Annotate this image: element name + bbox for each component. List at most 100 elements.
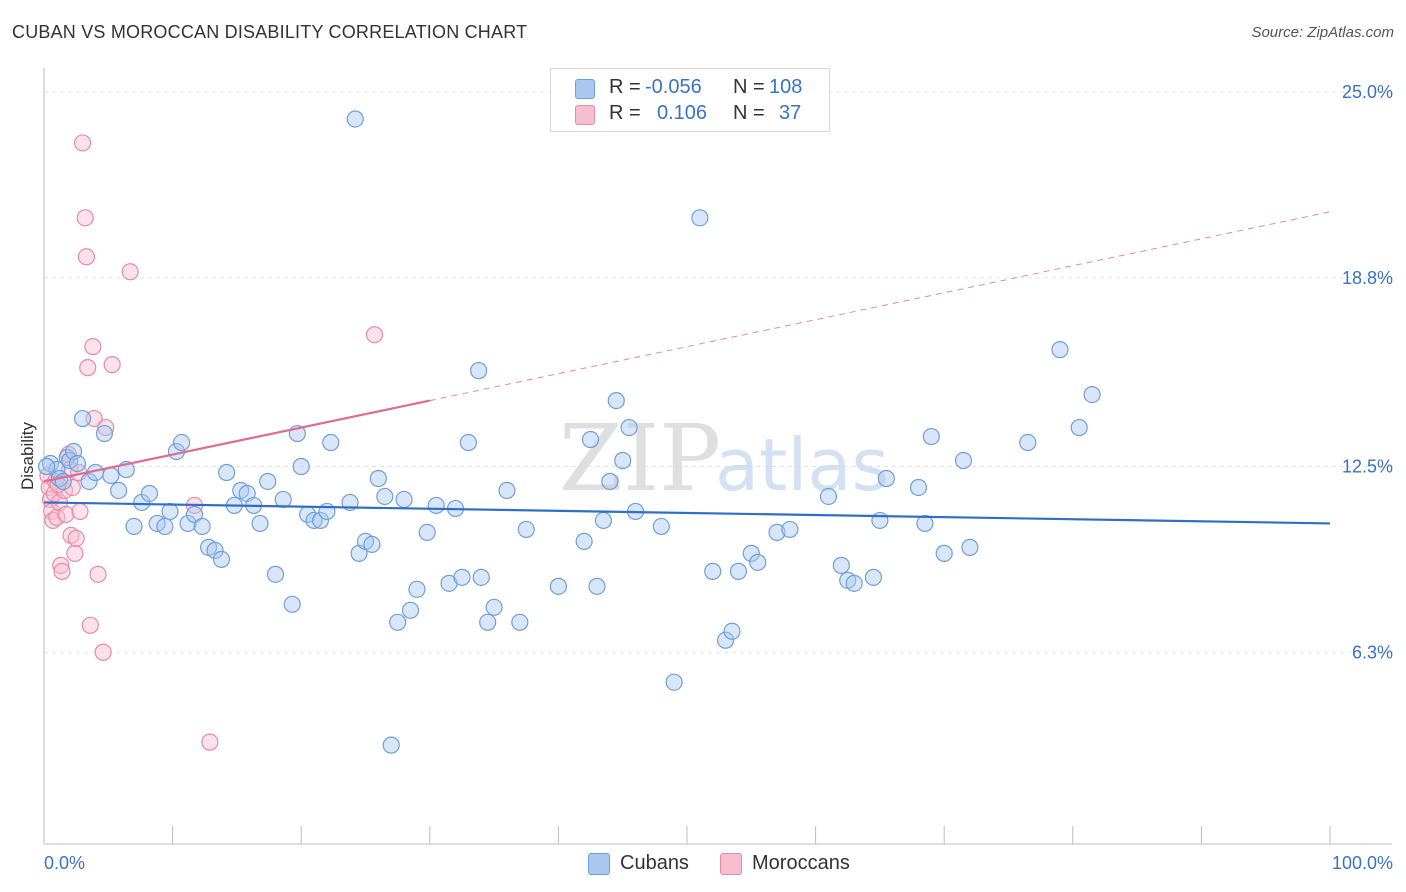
moroccans-trend-line <box>43 399 431 483</box>
cubans-point <box>382 736 400 754</box>
x-tick-label: 100.0% <box>1332 853 1393 873</box>
moroccans-point <box>73 134 92 152</box>
cubans-point <box>768 523 786 542</box>
cubans-point <box>179 514 197 533</box>
cubans-point <box>716 631 735 649</box>
cubans-point <box>845 574 863 592</box>
moroccans-point <box>76 209 94 227</box>
cubans-point <box>749 553 767 571</box>
cubans-point <box>620 418 638 437</box>
cubans-point <box>871 511 889 530</box>
cubans-point <box>961 538 979 556</box>
cubans-point <box>418 523 436 542</box>
cubans-point <box>305 511 323 530</box>
cubans-point <box>517 520 535 539</box>
cubans-point <box>742 544 760 562</box>
trend-lines <box>43 211 1331 525</box>
cubans-point <box>665 673 683 691</box>
y-tick-label: 12.5% <box>1342 457 1393 477</box>
cubans-point <box>376 487 394 506</box>
watermark-atlas: atlas <box>715 423 889 507</box>
cubans-point <box>346 110 364 128</box>
cubans-point <box>909 478 928 497</box>
cubans-point <box>691 209 709 227</box>
cubans-point <box>704 562 722 580</box>
moroccans-point <box>62 526 80 545</box>
cubans-trend-line <box>43 501 1331 525</box>
moroccans-point <box>53 562 71 580</box>
cubans-point <box>401 601 420 619</box>
cubans-point <box>95 424 114 443</box>
cubans-point <box>1083 385 1101 404</box>
cubans-point <box>916 514 934 533</box>
r-value: -0.056 <box>645 76 702 98</box>
cubans-point <box>723 622 741 640</box>
cubans-point <box>156 517 174 536</box>
cubans-point <box>935 544 953 562</box>
cubans-point <box>1070 418 1088 437</box>
moroccans-point <box>94 643 112 661</box>
cubans-point <box>102 466 120 485</box>
cubans-point <box>575 532 593 551</box>
tick-labels: 25.0% 18.8% 12.5% 6.3% 0.0% 100.0% <box>44 82 1393 873</box>
cubans-point <box>511 613 529 631</box>
cubans-legend-label: Cubans <box>620 852 689 874</box>
cubans-point <box>251 514 269 533</box>
cubans-point <box>206 541 224 559</box>
axes <box>43 68 1392 845</box>
cubans-point <box>212 550 231 568</box>
correlation-legend: R = -0.056 N = 108 R = 0.106 N = 37 <box>550 68 830 132</box>
moroccans-point <box>79 359 97 377</box>
cubans-point <box>173 433 191 452</box>
series-legend: Cubans Moroccans <box>0 852 1406 880</box>
moroccans-point <box>57 505 75 524</box>
cubans-point <box>1051 341 1069 359</box>
cubans-swatch <box>575 79 595 99</box>
cubans-point <box>37 457 56 476</box>
cubans-point <box>601 472 619 491</box>
cubans-point <box>292 457 310 476</box>
cubans-point <box>389 613 407 631</box>
moroccans-point <box>89 565 107 583</box>
cubans-point <box>274 490 292 509</box>
cubans-point <box>588 577 606 595</box>
cubans-point <box>369 469 387 488</box>
moroccans-point <box>97 418 115 437</box>
cubans-point <box>73 409 92 428</box>
cubans-point <box>472 568 490 586</box>
cubans-point <box>318 502 336 521</box>
cubans-point <box>109 481 128 500</box>
y-tick-label: 6.3% <box>1352 642 1393 662</box>
cubans-point <box>594 511 613 530</box>
cubans-point <box>832 556 850 574</box>
moroccans-point <box>201 733 219 751</box>
n-label: N = <box>733 102 765 124</box>
cubans-point <box>729 562 748 580</box>
cubans-point <box>80 472 98 491</box>
x-tick-label: 0.0% <box>44 853 85 873</box>
r-label: R = <box>609 102 641 124</box>
cubans-point <box>1019 433 1037 452</box>
chart-title: CUBAN VS MOROCCAN DISABILITY CORRELATION… <box>12 22 528 42</box>
moroccans-point <box>103 356 121 374</box>
cubans-legend-swatch <box>588 853 610 875</box>
y-tick-label: 25.0% <box>1342 82 1393 102</box>
moroccans-trend-extension <box>429 211 1331 402</box>
cubans-point <box>781 520 799 539</box>
moroccans-point <box>77 248 96 266</box>
cubans-point <box>218 463 236 482</box>
moroccans-point <box>365 326 384 344</box>
cubans-point <box>193 517 211 536</box>
moroccans-point <box>84 338 102 356</box>
moroccans-point <box>63 478 81 497</box>
moroccans-point <box>66 544 84 562</box>
cubans-point <box>363 535 381 553</box>
cubans-point <box>819 487 838 506</box>
n-value: 37 <box>779 102 802 124</box>
cubans-point <box>864 568 883 586</box>
moroccans-legend-label: Moroccans <box>752 852 850 874</box>
cubans-point <box>479 613 497 631</box>
cubans-point <box>607 391 625 410</box>
cubans-point <box>161 502 179 521</box>
cubans-point <box>58 448 76 467</box>
